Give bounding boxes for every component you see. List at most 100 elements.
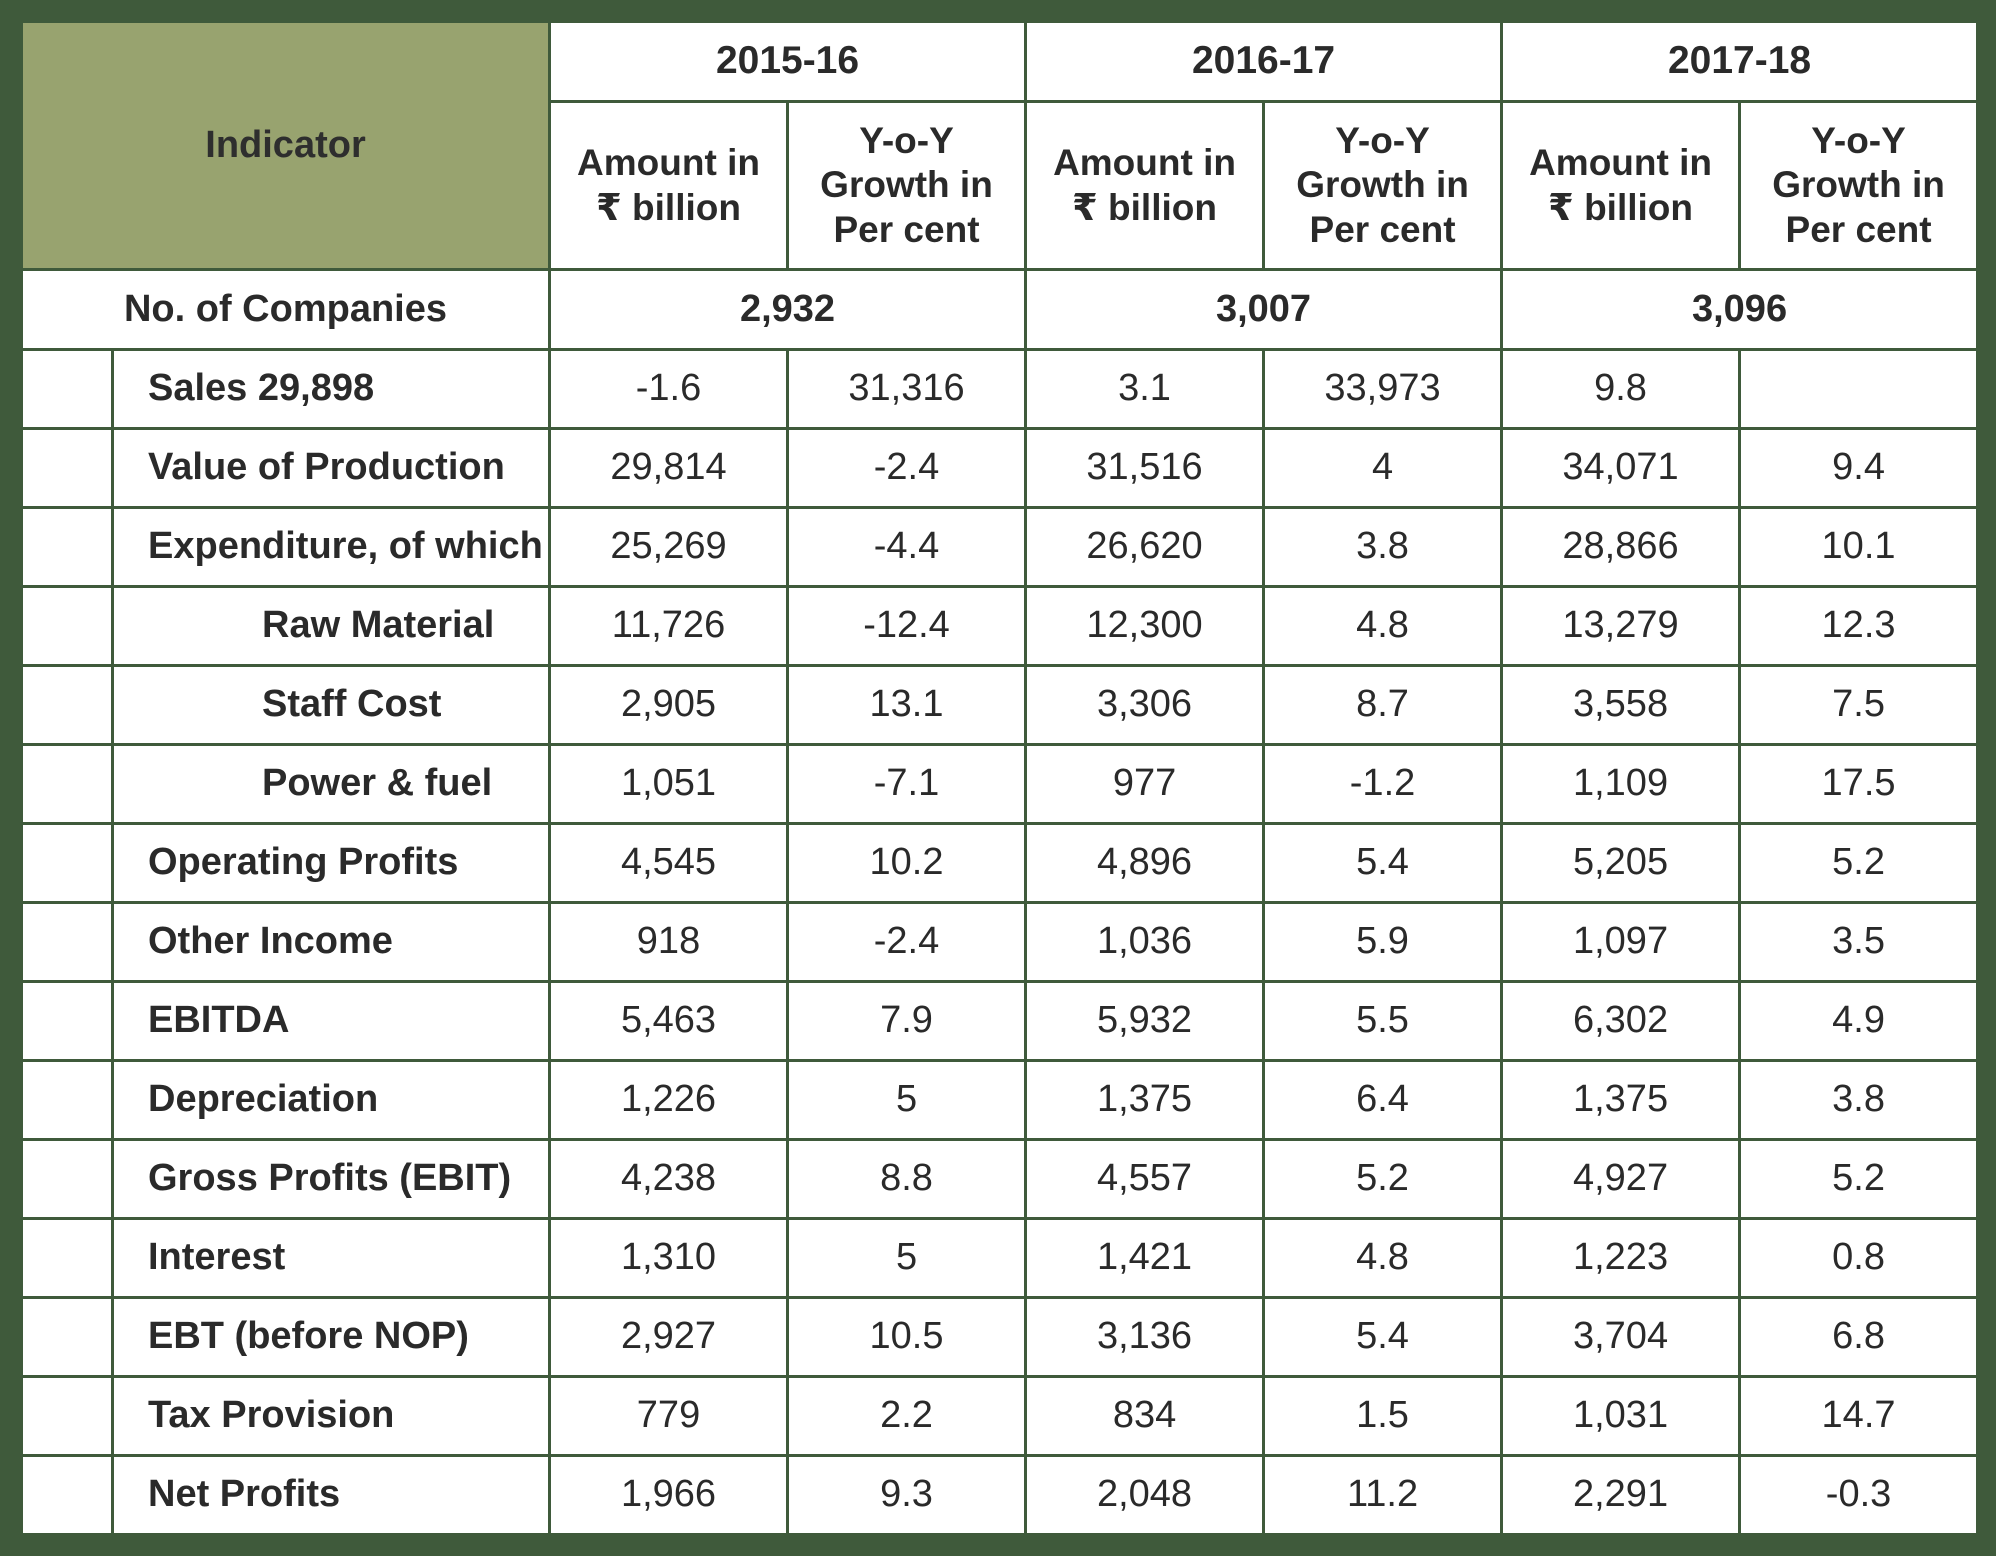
- row-label: EBT (before NOP): [111, 1296, 551, 1378]
- amount-header-line2: ₹ billion: [596, 186, 741, 228]
- growth-header: Y-o-Y Growth in Per cent: [1738, 100, 1980, 271]
- amount-cell: 1,375: [1500, 1059, 1742, 1141]
- indent-cell: [20, 1454, 114, 1536]
- amount-cell: 34,071: [1500, 427, 1742, 509]
- row-label: Sales 29,898: [111, 348, 551, 430]
- growth-cell: -7.1: [785, 743, 1028, 825]
- indent-cell: [20, 506, 114, 588]
- row-label: Interest: [111, 1217, 551, 1299]
- growth-cell: 3.8: [1262, 506, 1504, 588]
- growth-cell: 6.4: [1262, 1059, 1504, 1141]
- growth-header: Y-o-Y Growth in Per cent: [785, 100, 1028, 271]
- indent-cell: [20, 743, 114, 825]
- amount-header-line2: ₹ billion: [1548, 186, 1693, 228]
- growth-cell: 31,316: [785, 348, 1028, 430]
- amount-cell: 4,557: [1024, 1138, 1266, 1220]
- amount-cell: 1,226: [548, 1059, 789, 1141]
- table-row: Tax Provision 779 2.2 834 1.5 1,031 14.7: [20, 1375, 1980, 1457]
- amount-cell: 2,927: [548, 1296, 789, 1378]
- row-label: Other Income: [111, 901, 551, 983]
- table-row: EBITDA 5,463 7.9 5,932 5.5 6,302 4.9: [20, 980, 1980, 1062]
- growth-cell: 9.3: [785, 1454, 1028, 1536]
- amount-cell: 26,620: [1024, 506, 1266, 588]
- row-label: Net Profits: [111, 1454, 551, 1536]
- growth-cell: 5: [785, 1217, 1028, 1299]
- row-label: Expenditure, of which: [111, 506, 551, 588]
- amount-cell: 1,966: [548, 1454, 789, 1536]
- row-label: Depreciation: [111, 1059, 551, 1141]
- growth-cell: 12.3: [1738, 585, 1980, 667]
- growth-cell: 5.2: [1738, 1138, 1980, 1220]
- amount-cell: 1,109: [1500, 743, 1742, 825]
- indent-cell: [20, 1217, 114, 1299]
- amount-cell: 9.8: [1500, 348, 1742, 430]
- amount-cell: 13,279: [1500, 585, 1742, 667]
- row-label: Tax Provision: [111, 1375, 551, 1457]
- amount-cell: 3.1: [1024, 348, 1266, 430]
- growth-cell: 6.8: [1738, 1296, 1980, 1378]
- indent-cell: [20, 1138, 114, 1220]
- year-header: 2017-18: [1500, 20, 1980, 103]
- amount-cell: 3,558: [1500, 664, 1742, 746]
- amount-cell: 918: [548, 901, 789, 983]
- amount-header-line1: Amount in: [1053, 142, 1236, 184]
- amount-cell: 1,051: [548, 743, 789, 825]
- growth-cell: 3.8: [1738, 1059, 1980, 1141]
- amount-cell: 4,545: [548, 822, 789, 904]
- growth-header-line2: Growth in: [1296, 164, 1469, 206]
- row-label: Staff Cost: [111, 664, 551, 746]
- amount-cell: 3,136: [1024, 1296, 1266, 1378]
- growth-cell: -2.4: [785, 901, 1028, 983]
- row-label: Power & fuel: [111, 743, 551, 825]
- growth-header-line3: Per cent: [1309, 208, 1456, 250]
- growth-cell: 7.9: [785, 980, 1028, 1062]
- indent-cell: [20, 1296, 114, 1378]
- indent-cell: [20, 664, 114, 746]
- growth-cell: -2.4: [785, 427, 1028, 509]
- table-row: Power & fuel 1,051 -7.1 977 -1.2 1,109 17.5: [20, 743, 1980, 825]
- companies-value: 2,932: [547, 268, 1028, 351]
- amount-cell: 25,269: [548, 506, 789, 588]
- amount-cell: 1,375: [1024, 1059, 1266, 1141]
- growth-header-line3: Per cent: [833, 208, 980, 250]
- header-row-years: Indicator 2015-16 2016-17 2017-18: [20, 20, 1980, 271]
- row-label: Operating Profits: [111, 822, 551, 904]
- growth-cell: [1738, 348, 1980, 430]
- growth-cell: 10.2: [785, 822, 1028, 904]
- table-frame: Indicator 2015-16 2016-17 2017-18 Amount…: [20, 20, 1980, 1536]
- table-row: EBT (before NOP) 2,927 10.5 3,136 5.4 3,704 6.…: [20, 1296, 1980, 1378]
- table-row: Value of Production 29,814 -2.4 31,516 4 34,0…: [20, 427, 1980, 509]
- row-label: Raw Material: [111, 585, 551, 667]
- amount-cell: 2,291: [1500, 1454, 1742, 1536]
- amount-cell: 4,238: [548, 1138, 789, 1220]
- growth-cell: 0.8: [1738, 1217, 1980, 1299]
- financial-indicators-table: Indicator 2015-16 2016-17 2017-18 Amount…: [20, 20, 1980, 1536]
- amount-header-line1: Amount in: [1529, 142, 1712, 184]
- table-row: Gross Profits (EBIT) 4,238 8.8 4,557 5.2 4,92…: [20, 1138, 1980, 1220]
- amount-cell: 834: [1024, 1375, 1266, 1457]
- amount-cell: 12,300: [1024, 585, 1266, 667]
- growth-header-line1: Y-o-Y: [1335, 119, 1430, 161]
- amount-cell: 977: [1024, 743, 1266, 825]
- growth-header-line2: Growth in: [820, 164, 993, 206]
- table-row: Expenditure, of which 25,269 -4.4 26,620 3.8…: [20, 506, 1980, 588]
- indicator-header: Indicator: [20, 20, 551, 271]
- table-row: Operating Profits 4,545 10.2 4,896 5.4 5,205 5…: [20, 822, 1980, 904]
- growth-cell: 17.5: [1738, 743, 1980, 825]
- companies-value: 3,096: [1500, 268, 1980, 351]
- amount-cell: 29,814: [548, 427, 789, 509]
- indent-cell: [20, 822, 114, 904]
- amount-cell: -1.6: [548, 348, 789, 430]
- growth-cell: 10.1: [1738, 506, 1980, 588]
- amount-cell: 2,905: [548, 664, 789, 746]
- growth-header-line1: Y-o-Y: [859, 119, 954, 161]
- growth-cell: -0.3: [1738, 1454, 1980, 1536]
- growth-cell: 33,973: [1262, 348, 1504, 430]
- row-label: EBITDA: [111, 980, 551, 1062]
- growth-cell: 5.5: [1262, 980, 1504, 1062]
- growth-cell: 5.2: [1738, 822, 1980, 904]
- indent-cell: [20, 1059, 114, 1141]
- amount-cell: 1,036: [1024, 901, 1266, 983]
- row-label: Gross Profits (EBIT): [111, 1138, 551, 1220]
- row-label: Value of Production: [111, 427, 551, 509]
